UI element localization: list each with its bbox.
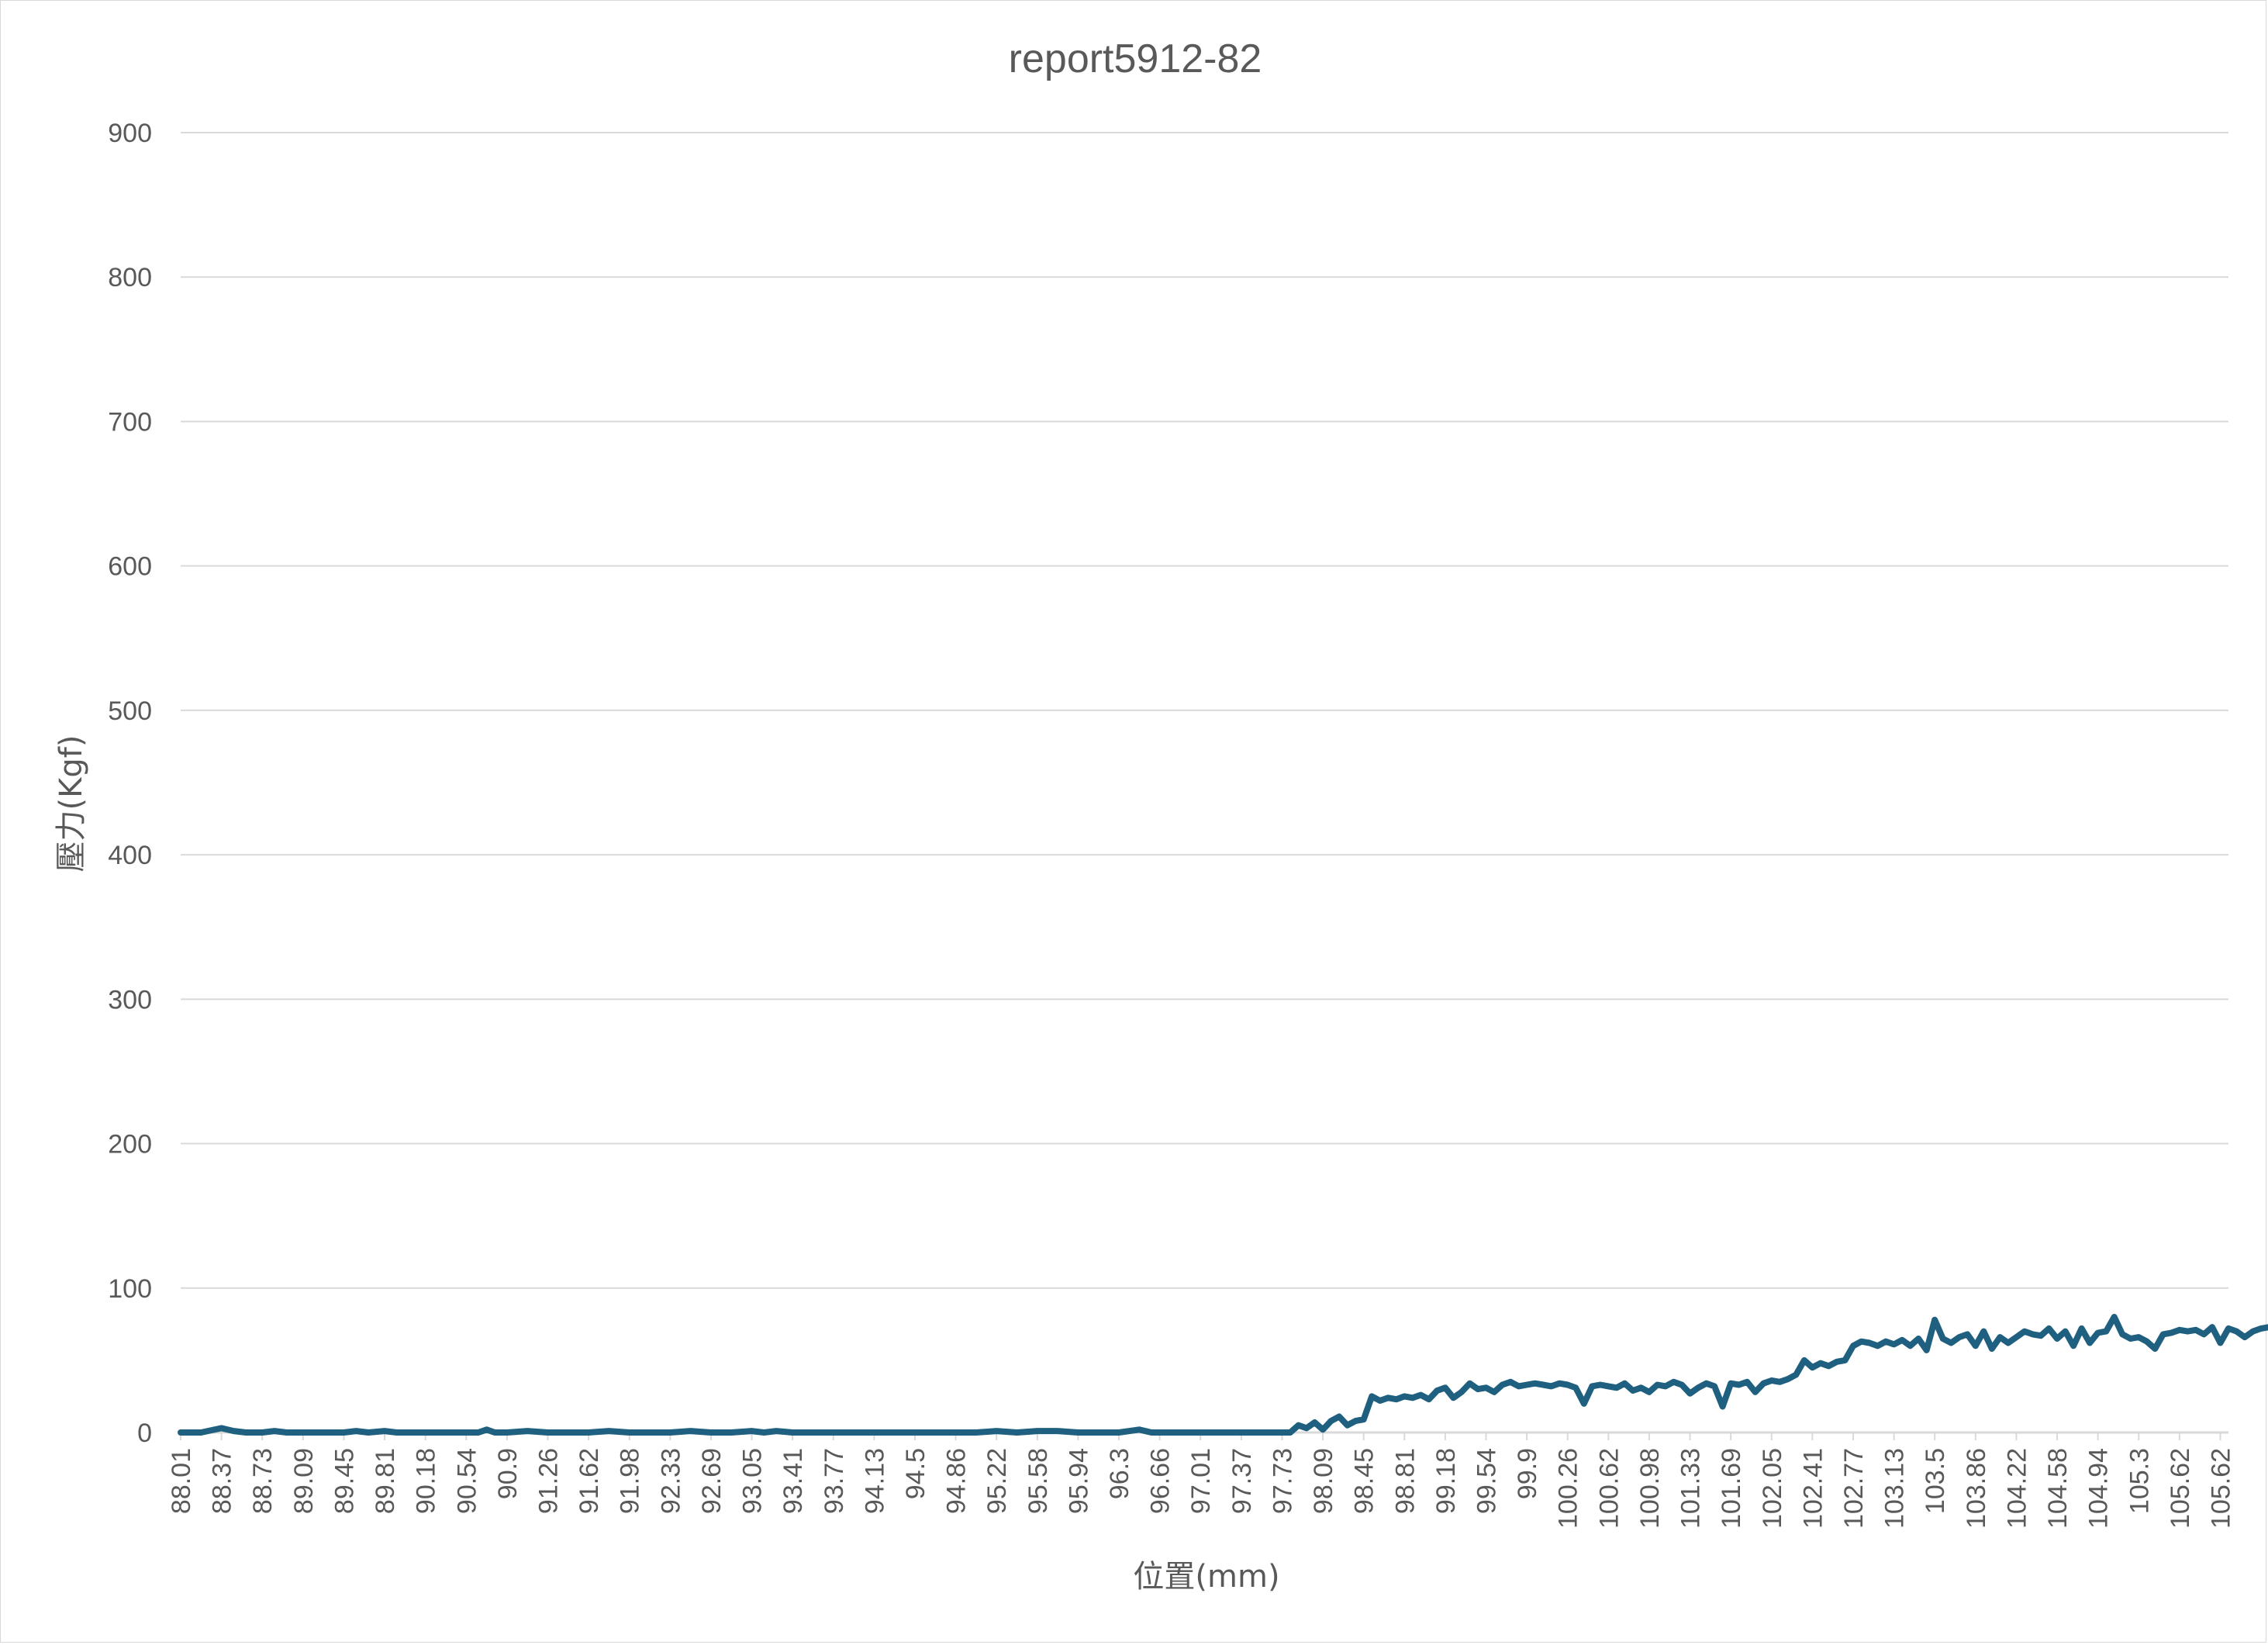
x-tick-label: 97.01: [1186, 1448, 1216, 1514]
x-tick-label: 94.13: [860, 1448, 889, 1514]
x-tick-label: 95.58: [1024, 1448, 1053, 1514]
x-tick-label: 93.41: [778, 1448, 808, 1514]
x-tick-label: 99.54: [1472, 1448, 1502, 1514]
x-tick-label: 103.13: [1880, 1448, 1910, 1529]
x-tick-label: 88.73: [248, 1448, 278, 1514]
y-tick-label: 200: [108, 1130, 152, 1159]
y-tick-label: 800: [108, 263, 152, 292]
x-tick-label: 102.05: [1758, 1448, 1787, 1529]
x-tick-label: 102.77: [1839, 1448, 1869, 1529]
y-tick-label: 600: [108, 552, 152, 582]
x-tick-label: 89.09: [289, 1448, 319, 1514]
y-tick-label: 700: [108, 407, 152, 437]
chart-title: report5912-82: [1009, 36, 1262, 81]
x-tick-label: 98.81: [1390, 1448, 1420, 1514]
x-tick-label: 105.62: [2206, 1448, 2235, 1529]
x-tick-label: 102.41: [1798, 1448, 1828, 1529]
x-tick-label: 91.98: [616, 1448, 645, 1514]
x-axis-ticks: 88.01 88.37 88.73 89.09 89.45 89.81 90.18 90.54…: [167, 1432, 2235, 1529]
y-tick-label: 0: [137, 1419, 152, 1448]
x-tick-label: 105.62: [2166, 1448, 2195, 1529]
x-tick-label: 99.9: [1513, 1448, 1542, 1499]
x-tick-label: 98.09: [1309, 1448, 1338, 1514]
x-tick-label: 89.45: [330, 1448, 359, 1514]
x-tick-label: 100.62: [1594, 1448, 1624, 1529]
x-tick-label: 103.5: [1921, 1448, 1950, 1514]
x-tick-label: 91.62: [575, 1448, 604, 1514]
x-tick-label: 99.18: [1431, 1448, 1461, 1514]
x-tick-label: 101.33: [1676, 1448, 1706, 1529]
x-tick-label: 97.37: [1227, 1448, 1257, 1514]
x-tick-label: 104.22: [2002, 1448, 2032, 1529]
y-axis-ticks: 0 100 200 300 400 500 600 700 800 900: [108, 119, 152, 1448]
x-tick-label: 94.5: [901, 1448, 930, 1499]
x-tick-label: 103.86: [1962, 1448, 1991, 1529]
x-tick-label: 101.69: [1717, 1448, 1746, 1529]
x-tick-label: 88.01: [167, 1448, 196, 1514]
x-tick-label: 100.98: [1635, 1448, 1665, 1529]
x-tick-label: 89.81: [371, 1448, 400, 1514]
x-tick-label: 93.05: [738, 1448, 768, 1514]
y-tick-label: 300: [108, 985, 152, 1014]
series-layer: [178, 1314, 2268, 1436]
y-tick-label: 100: [108, 1274, 152, 1304]
x-tick-label: 94.86: [942, 1448, 972, 1514]
gridlines: [181, 132, 2228, 1434]
x-tick-label: 98.45: [1350, 1448, 1379, 1514]
x-tick-label: 88.37: [208, 1448, 237, 1514]
x-tick-label: 90.54: [452, 1448, 482, 1514]
y-tick-label: 900: [108, 119, 152, 148]
x-tick-label: 90.18: [412, 1448, 441, 1514]
x-tick-label: 92.69: [697, 1448, 727, 1514]
y-axis-title: 壓力(Kgf): [54, 735, 89, 873]
x-tick-label: 104.58: [2043, 1448, 2073, 1529]
x-tick-label: 104.94: [2084, 1448, 2114, 1529]
x-tick-label: 95.22: [982, 1448, 1012, 1514]
x-tick-label: 96.3: [1105, 1448, 1134, 1499]
y-tick-label: 400: [108, 841, 152, 870]
x-tick-label: 95.94: [1064, 1448, 1093, 1514]
x-tick-label: 92.33: [656, 1448, 685, 1514]
x-tick-label: 96.66: [1146, 1448, 1175, 1514]
x-axis-title: 位置(mm): [1133, 1559, 1279, 1595]
series-line: [178, 1314, 2268, 1436]
x-tick-label: 97.73: [1268, 1448, 1297, 1514]
x-tick-label: 91.26: [533, 1448, 563, 1514]
y-tick-label: 500: [108, 696, 152, 726]
x-tick-label: 100.26: [1554, 1448, 1583, 1529]
x-tick-label: 105.3: [2125, 1448, 2154, 1514]
x-tick-label: 93.77: [820, 1448, 849, 1514]
x-tick-label: 90.9: [493, 1448, 523, 1499]
